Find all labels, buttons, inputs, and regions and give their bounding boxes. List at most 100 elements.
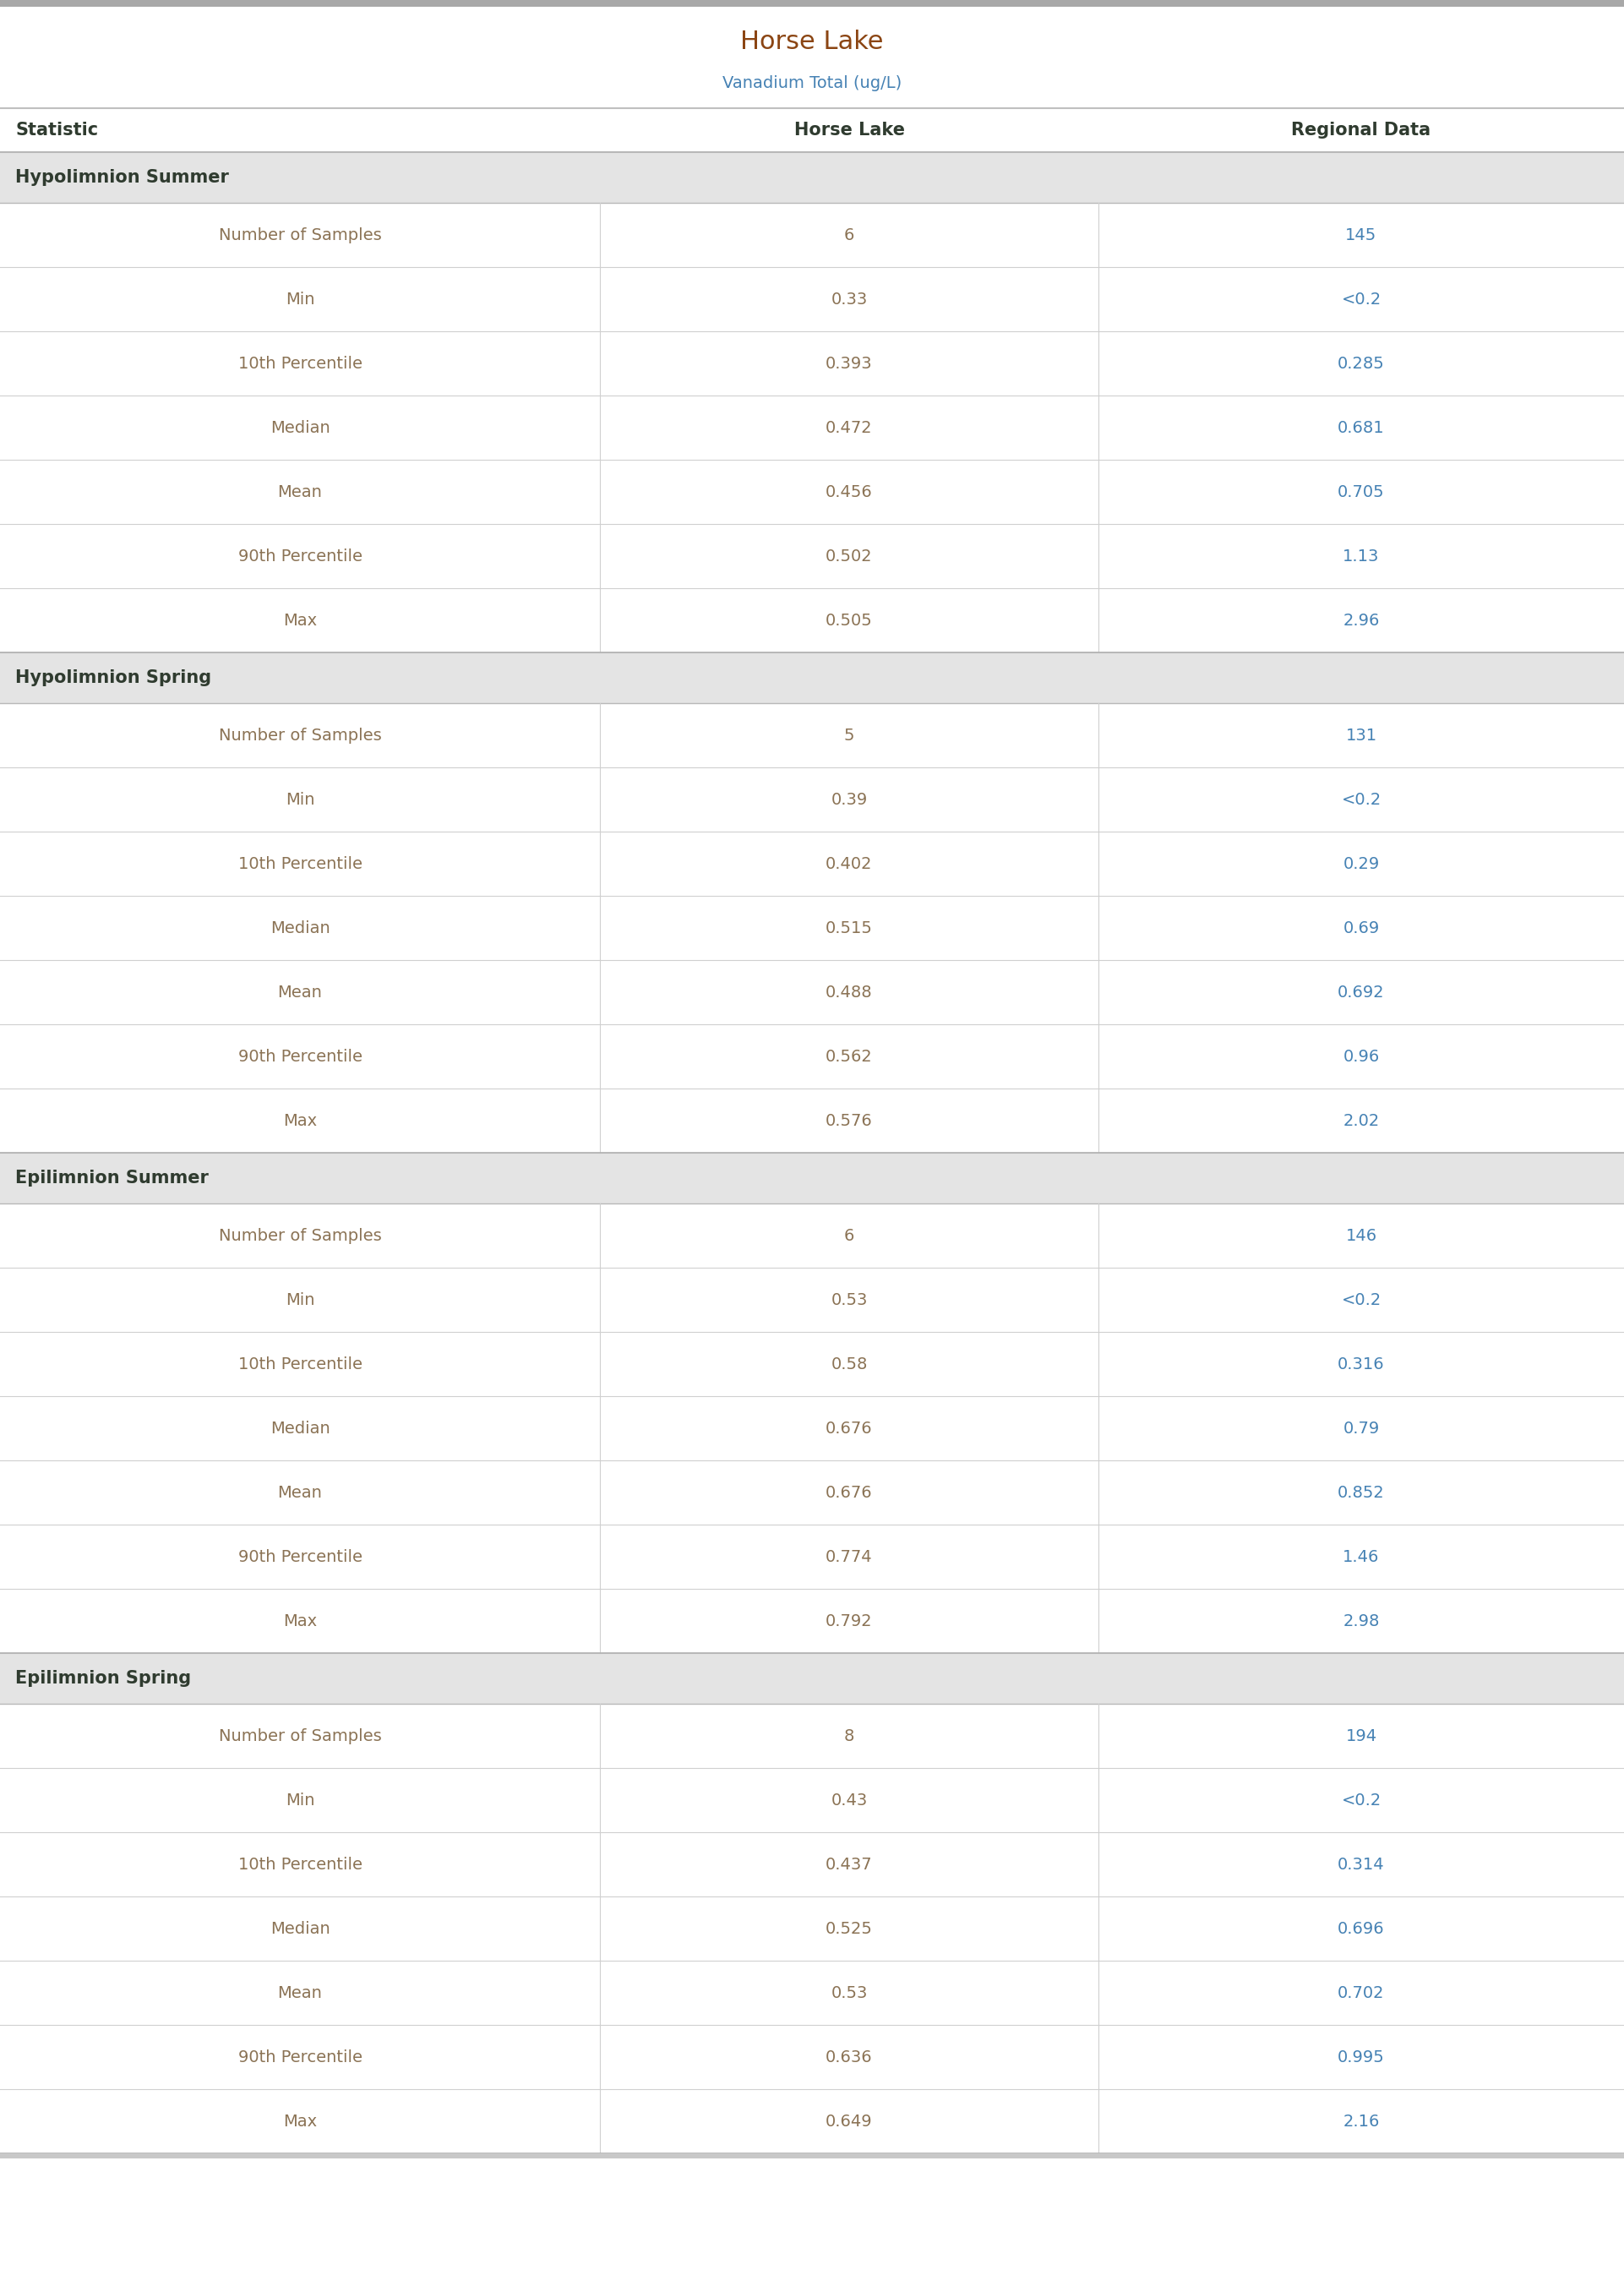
Text: <0.2: <0.2 (1341, 792, 1380, 808)
Text: 0.525: 0.525 (825, 1920, 872, 1936)
Text: 0.774: 0.774 (825, 1548, 872, 1564)
Text: 0.58: 0.58 (831, 1355, 867, 1371)
Bar (0, 960, 1624, 1024)
Text: 0.676: 0.676 (825, 1421, 872, 1437)
Text: Hypolimnion Spring: Hypolimnion Spring (15, 670, 211, 686)
Bar (0, 1895, 1624, 1961)
Text: Mean: Mean (278, 1485, 322, 1500)
Text: 0.316: 0.316 (1338, 1355, 1385, 1371)
Bar (0, 767, 1624, 831)
Text: 0.681: 0.681 (1338, 420, 1385, 436)
Text: <0.2: <0.2 (1341, 1791, 1380, 1809)
Text: 6: 6 (844, 1228, 854, 1244)
Bar (0, 331, 1624, 395)
Text: Vanadium Total (ug/L): Vanadium Total (ug/L) (723, 75, 901, 91)
Text: 0.502: 0.502 (825, 547, 872, 565)
Bar (0, 1705, 1624, 1768)
Text: Hypolimnion Summer: Hypolimnion Summer (15, 168, 229, 186)
Text: 0.676: 0.676 (825, 1485, 872, 1500)
Text: 2.02: 2.02 (1343, 1112, 1379, 1128)
Bar (0, 831, 1624, 897)
Bar (0, 2154, 1624, 2159)
Text: 0.562: 0.562 (825, 1049, 872, 1065)
Text: 0.515: 0.515 (825, 919, 872, 935)
Text: 0.456: 0.456 (825, 484, 872, 499)
Text: Epilimnion Summer: Epilimnion Summer (15, 1169, 208, 1187)
Text: 90th Percentile: 90th Percentile (237, 547, 362, 565)
Text: 146: 146 (1346, 1228, 1377, 1244)
Text: Min: Min (286, 291, 315, 306)
Bar (0, 1653, 1624, 1705)
Text: Statistic: Statistic (15, 123, 97, 138)
Text: 0.29: 0.29 (1343, 856, 1379, 872)
Bar (0, 1332, 1624, 1396)
Text: 0.33: 0.33 (831, 291, 867, 306)
Bar (0, 0, 1624, 7)
Bar (0, 461, 1624, 524)
Text: 90th Percentile: 90th Percentile (237, 1049, 362, 1065)
Text: 0.488: 0.488 (825, 985, 872, 1001)
Text: Number of Samples: Number of Samples (219, 726, 382, 742)
Bar (0, 202, 1624, 268)
Bar (0, 524, 1624, 588)
Text: 90th Percentile: 90th Percentile (237, 2050, 362, 2066)
Text: Min: Min (286, 1292, 315, 1308)
Bar (0, 1961, 1624, 2025)
Text: 1.13: 1.13 (1343, 547, 1379, 565)
Text: 0.995: 0.995 (1338, 2050, 1385, 2066)
Bar (0, 704, 1624, 767)
Text: 0.576: 0.576 (825, 1112, 872, 1128)
Text: 0.39: 0.39 (831, 792, 867, 808)
Text: Max: Max (283, 613, 317, 629)
Text: 0.702: 0.702 (1338, 1984, 1385, 2000)
Text: 131: 131 (1346, 726, 1377, 742)
Text: 0.792: 0.792 (825, 1614, 872, 1630)
Bar (0, 1525, 1624, 1589)
Text: Median: Median (270, 420, 330, 436)
Text: <0.2: <0.2 (1341, 1292, 1380, 1308)
Text: 0.285: 0.285 (1338, 356, 1385, 372)
Text: 10th Percentile: 10th Percentile (237, 1355, 362, 1371)
Bar (0, 1832, 1624, 1895)
Text: Mean: Mean (278, 1984, 322, 2000)
Text: 10th Percentile: 10th Percentile (237, 356, 362, 372)
Bar (0, 7, 1624, 109)
Text: 0.43: 0.43 (831, 1791, 867, 1809)
Text: 0.852: 0.852 (1338, 1485, 1385, 1500)
Text: 2.96: 2.96 (1343, 613, 1379, 629)
Text: Min: Min (286, 792, 315, 808)
Text: Number of Samples: Number of Samples (219, 1727, 382, 1743)
Text: 0.314: 0.314 (1338, 1857, 1385, 1873)
Bar (0, 897, 1624, 960)
Text: 2.98: 2.98 (1343, 1614, 1379, 1630)
Text: Median: Median (270, 1920, 330, 1936)
Text: Median: Median (270, 1421, 330, 1437)
Text: 0.472: 0.472 (825, 420, 872, 436)
Bar (0, 1396, 1624, 1460)
Text: Regional Data: Regional Data (1291, 123, 1431, 138)
Text: 5: 5 (844, 726, 854, 742)
Text: 0.705: 0.705 (1338, 484, 1385, 499)
Text: <0.2: <0.2 (1341, 291, 1380, 306)
Bar (0, 268, 1624, 331)
Text: 8: 8 (844, 1727, 854, 1743)
Text: 0.69: 0.69 (1343, 919, 1379, 935)
Text: Mean: Mean (278, 985, 322, 1001)
Bar (0, 2025, 1624, 2088)
Text: Min: Min (286, 1791, 315, 1809)
Text: 0.505: 0.505 (825, 613, 872, 629)
Bar (0, 1153, 1624, 1203)
Bar (0, 1768, 1624, 1832)
Bar (0, 152, 1624, 202)
Text: Horse Lake: Horse Lake (741, 30, 883, 54)
Bar (0, 1267, 1624, 1332)
Text: 0.402: 0.402 (825, 856, 872, 872)
Text: 0.437: 0.437 (825, 1857, 872, 1873)
Bar (0, 395, 1624, 461)
Bar (0, 1090, 1624, 1153)
Text: Horse Lake: Horse Lake (794, 123, 905, 138)
Text: 0.79: 0.79 (1343, 1421, 1379, 1437)
Bar (0, 1589, 1624, 1653)
Text: Mean: Mean (278, 484, 322, 499)
Text: 0.692: 0.692 (1338, 985, 1385, 1001)
